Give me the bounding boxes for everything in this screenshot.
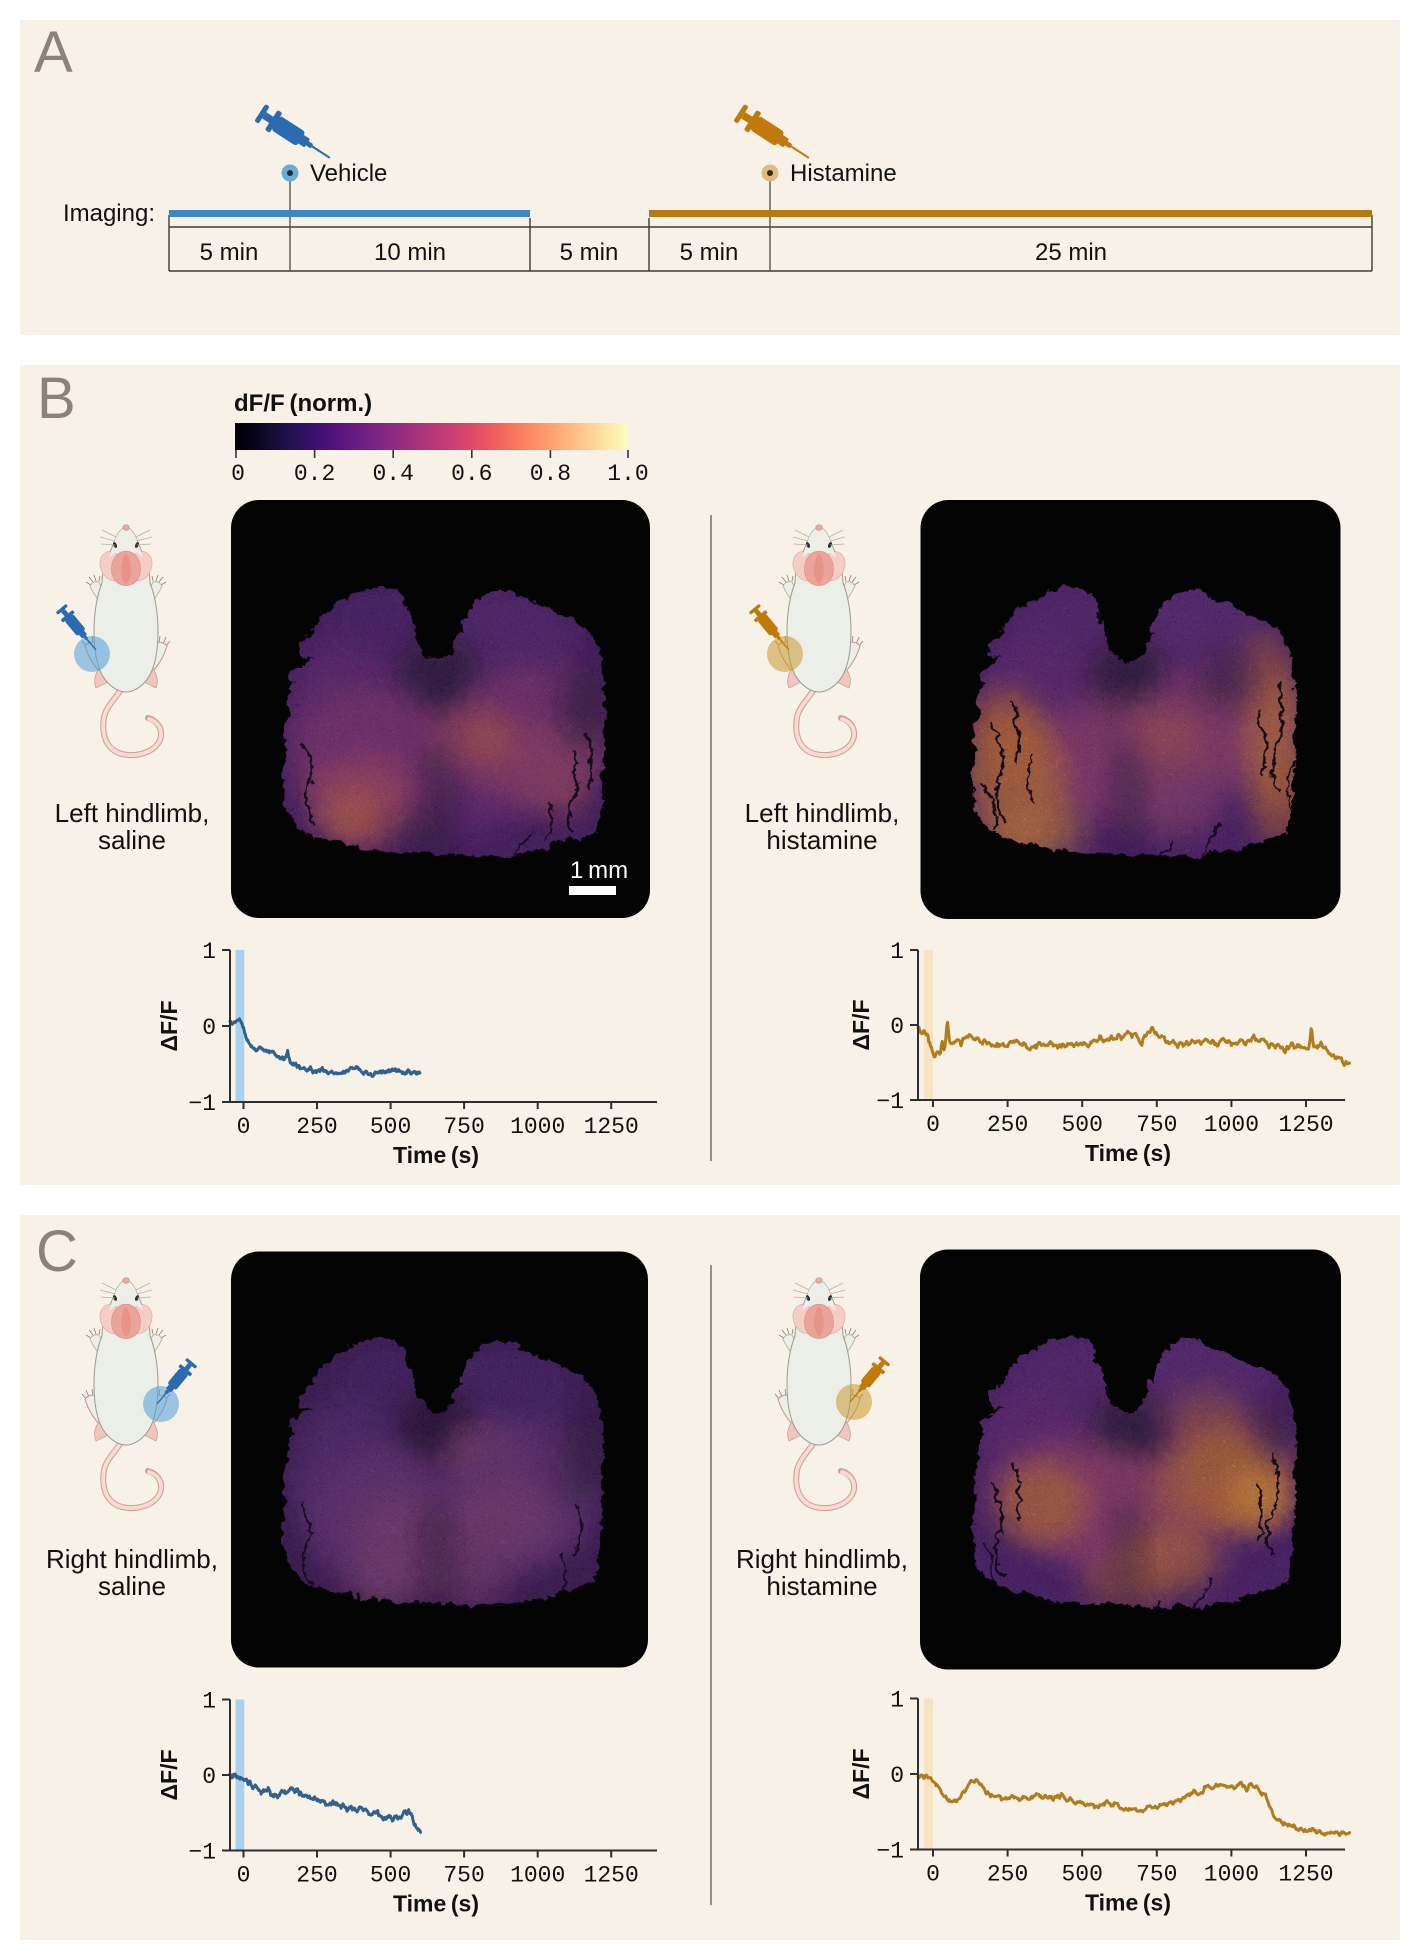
- svg-text:ΔF/F: ΔF/F: [848, 999, 874, 1050]
- svg-text:Time (s): Time (s): [1085, 1140, 1171, 1166]
- svg-text:500: 500: [370, 1114, 411, 1140]
- svg-text:250: 250: [296, 1863, 337, 1889]
- svg-text:−1: −1: [876, 1089, 904, 1115]
- svg-text:Vehicle: Vehicle: [310, 160, 387, 187]
- svg-text:Time (s): Time (s): [1085, 1890, 1171, 1916]
- svg-text:500: 500: [1061, 1112, 1102, 1138]
- svg-text:1000: 1000: [510, 1114, 565, 1140]
- svg-text:Imaging:: Imaging:: [63, 200, 155, 227]
- svg-text:250: 250: [987, 1862, 1028, 1888]
- svg-text:5 min: 5 min: [200, 239, 259, 266]
- svg-text:0: 0: [926, 1862, 940, 1888]
- svg-text:1: 1: [202, 939, 216, 965]
- svg-text:−1: −1: [188, 1091, 216, 1117]
- svg-text:10 min: 10 min: [374, 239, 446, 266]
- svg-text:1000: 1000: [510, 1863, 565, 1889]
- svg-text:1250: 1250: [1278, 1112, 1333, 1138]
- svg-text:0: 0: [926, 1112, 940, 1138]
- svg-text:0: 0: [890, 1014, 904, 1040]
- svg-text:1 mm: 1 mm: [570, 857, 628, 884]
- svg-text:750: 750: [1136, 1862, 1177, 1888]
- svg-text:250: 250: [296, 1114, 337, 1140]
- svg-text:750: 750: [443, 1863, 484, 1889]
- svg-text:0: 0: [237, 1863, 251, 1889]
- svg-text:−1: −1: [876, 1839, 904, 1865]
- svg-text:5 min: 5 min: [680, 239, 739, 266]
- svg-text:1: 1: [202, 1689, 216, 1715]
- svg-text:Time (s): Time (s): [393, 1891, 479, 1917]
- svg-text:25 min: 25 min: [1035, 239, 1107, 266]
- svg-text:1: 1: [890, 1688, 904, 1714]
- svg-text:0.4: 0.4: [372, 461, 413, 487]
- svg-text:0.2: 0.2: [294, 461, 335, 487]
- svg-text:5 min: 5 min: [560, 239, 619, 266]
- svg-text:ΔF/F: ΔF/F: [156, 1749, 182, 1800]
- svg-text:ΔF/F: ΔF/F: [848, 1748, 874, 1799]
- svg-text:0: 0: [890, 1763, 904, 1789]
- svg-text:0: 0: [202, 1015, 216, 1041]
- svg-text:0: 0: [231, 461, 245, 487]
- svg-text:0: 0: [202, 1764, 216, 1790]
- svg-text:750: 750: [443, 1114, 484, 1140]
- svg-text:500: 500: [1061, 1862, 1102, 1888]
- svg-text:1250: 1250: [584, 1863, 639, 1889]
- svg-text:1250: 1250: [584, 1114, 639, 1140]
- svg-text:250: 250: [987, 1112, 1028, 1138]
- svg-text:0.8: 0.8: [530, 461, 571, 487]
- svg-text:0.6: 0.6: [451, 461, 492, 487]
- svg-text:1250: 1250: [1278, 1862, 1333, 1888]
- svg-text:500: 500: [370, 1863, 411, 1889]
- svg-text:1.0: 1.0: [607, 461, 648, 487]
- svg-text:Histamine: Histamine: [790, 160, 897, 187]
- svg-text:ΔF/F: ΔF/F: [156, 1000, 182, 1051]
- svg-text:Time (s): Time (s): [393, 1142, 479, 1168]
- svg-text:750: 750: [1136, 1112, 1177, 1138]
- svg-text:−1: −1: [188, 1840, 216, 1866]
- svg-text:0: 0: [237, 1114, 251, 1140]
- svg-text:1000: 1000: [1204, 1862, 1259, 1888]
- svg-text:1: 1: [890, 939, 904, 965]
- svg-text:1000: 1000: [1204, 1112, 1259, 1138]
